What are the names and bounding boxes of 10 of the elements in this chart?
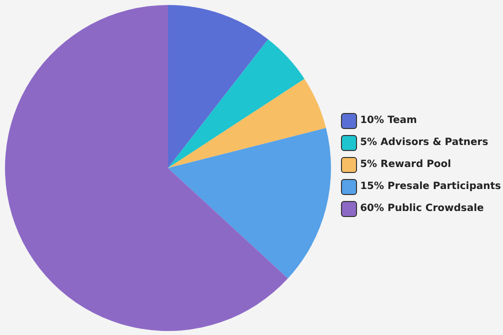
pie-slice <box>168 128 331 278</box>
pie-slice <box>168 78 326 168</box>
legend-label: 5% Reward Pool <box>360 159 452 170</box>
pie-slice <box>5 5 288 331</box>
legend-label: 15% Presale Participants <box>360 181 501 192</box>
pie-slice <box>168 5 268 168</box>
legend-label: 5% Advisors & Patners <box>360 137 488 148</box>
legend-label: 10% Team <box>360 115 417 126</box>
legend-label: 60% Public Crowdsale <box>360 203 484 214</box>
pie-slice <box>168 39 304 168</box>
